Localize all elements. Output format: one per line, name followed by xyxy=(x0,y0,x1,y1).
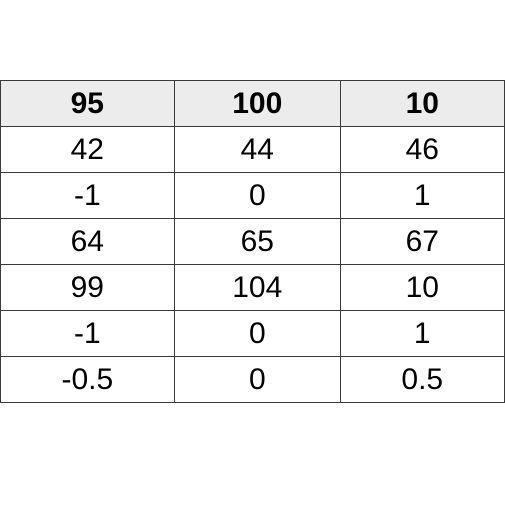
table-cell: 0 xyxy=(175,311,341,357)
table-header-cell: 10 xyxy=(340,81,504,127)
table-row: 424446 xyxy=(0,127,505,173)
table-cell: 104 xyxy=(175,265,341,311)
table-header-cell: 100 xyxy=(175,81,341,127)
table-body: 424446-1016465679910410-101-0.500.5 xyxy=(0,127,505,403)
table-cell: 99 xyxy=(0,265,174,311)
table-row: 646567 xyxy=(0,219,505,265)
table-cell: 0 xyxy=(175,173,341,219)
data-table: 95 100 10 424446-1016465679910410-101-0.… xyxy=(0,80,505,403)
table-cell: -1 xyxy=(0,311,174,357)
table-row: -101 xyxy=(0,311,505,357)
table-row: -101 xyxy=(0,173,505,219)
table-row: -0.500.5 xyxy=(0,357,505,403)
table-cell: 0.5 xyxy=(340,357,504,403)
table-cell: 0 xyxy=(175,357,341,403)
table-cell: 65 xyxy=(175,219,341,265)
table-cell: 46 xyxy=(340,127,504,173)
table-cell: 42 xyxy=(0,127,174,173)
table-cell: 10 xyxy=(340,265,504,311)
table-cell: 44 xyxy=(175,127,341,173)
table-cell: 1 xyxy=(340,173,504,219)
table-cell: 1 xyxy=(340,311,504,357)
table-header-row: 95 100 10 xyxy=(0,81,505,127)
data-table-container: 95 100 10 424446-1016465679910410-101-0.… xyxy=(0,80,505,403)
table-cell: 67 xyxy=(340,219,504,265)
table-row: 9910410 xyxy=(0,265,505,311)
table-header-cell: 95 xyxy=(0,81,174,127)
table-cell: 64 xyxy=(0,219,174,265)
table-cell: -1 xyxy=(0,173,174,219)
table-cell: -0.5 xyxy=(0,357,174,403)
